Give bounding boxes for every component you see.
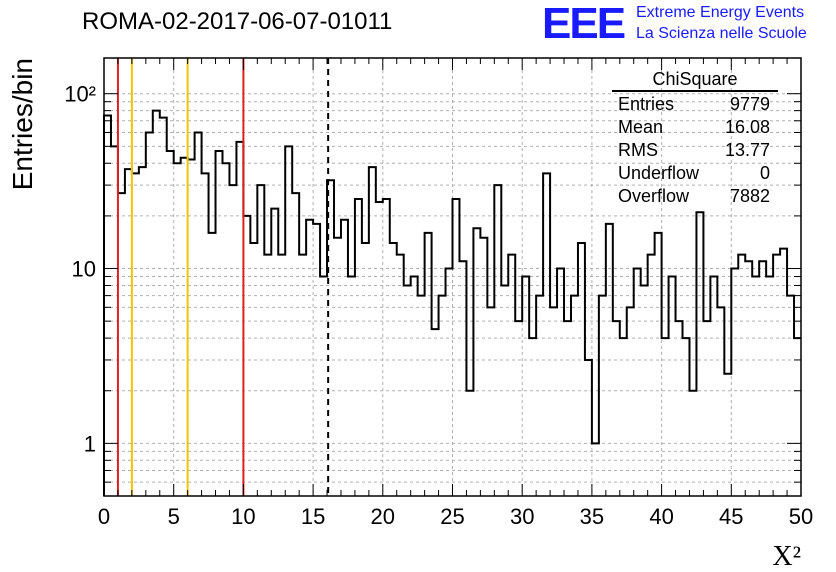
x-tick-label: 45: [719, 504, 743, 529]
x-tick-label: 20: [371, 504, 395, 529]
stats-box: ChiSquare Entries 9779 Mean 16.08 RMS 13…: [612, 68, 778, 208]
y-tick-label: 10: [72, 257, 96, 282]
stats-name: ChiSquare: [652, 69, 738, 89]
chart-title: ROMA-02-2017-06-07-01011: [82, 8, 393, 35]
logo-mark: EEE: [542, 0, 626, 48]
stats-row-mean: Mean 16.08: [612, 116, 778, 139]
eee-logo: EEE Extreme Energy Events La Scienza nel…: [542, 2, 832, 46]
y-tick-label: 10²: [64, 82, 96, 107]
histogram-series: [103, 109, 801, 496]
stats-row-underflow: Underflow 0: [612, 162, 778, 185]
stats-row-overflow: Overflow 7882: [612, 185, 778, 208]
x-tick-label: 15: [301, 504, 325, 529]
stats-label: Overflow: [618, 186, 690, 206]
y-tick-label: 1: [84, 431, 96, 456]
stats-value: 0: [759, 163, 770, 183]
stats-value: 13.77: [724, 140, 770, 160]
stats-value: 9779: [729, 94, 770, 114]
x-tick-label: 30: [510, 504, 534, 529]
stats-value: 16.08: [724, 117, 770, 137]
logo-line-1: Extreme Energy Events: [636, 4, 805, 21]
stats-value: 7882: [729, 186, 770, 206]
stats-row-rms: RMS 13.77: [612, 139, 778, 162]
y-axis-label: Entries/bin: [7, 58, 38, 190]
stats-row-entries: Entries 9779: [612, 93, 778, 116]
x-tick-label: 35: [580, 504, 604, 529]
stats-label: Underflow: [618, 163, 700, 183]
stats-rule: [612, 90, 778, 92]
x-tick-label: 50: [789, 504, 813, 529]
x-tick-label: 10: [231, 504, 255, 529]
x-tick-label: 25: [440, 504, 464, 529]
stats-label: RMS: [618, 140, 658, 160]
stats-label: Entries: [618, 94, 675, 114]
x-axis-label: X²: [772, 541, 801, 572]
logo-line-2: La Scienza nelle Scuole: [636, 25, 807, 42]
x-tick-label: 40: [649, 504, 673, 529]
stats-label: Mean: [618, 117, 664, 137]
x-tick-label: 0: [98, 504, 110, 529]
x-tick-label: 5: [168, 504, 180, 529]
